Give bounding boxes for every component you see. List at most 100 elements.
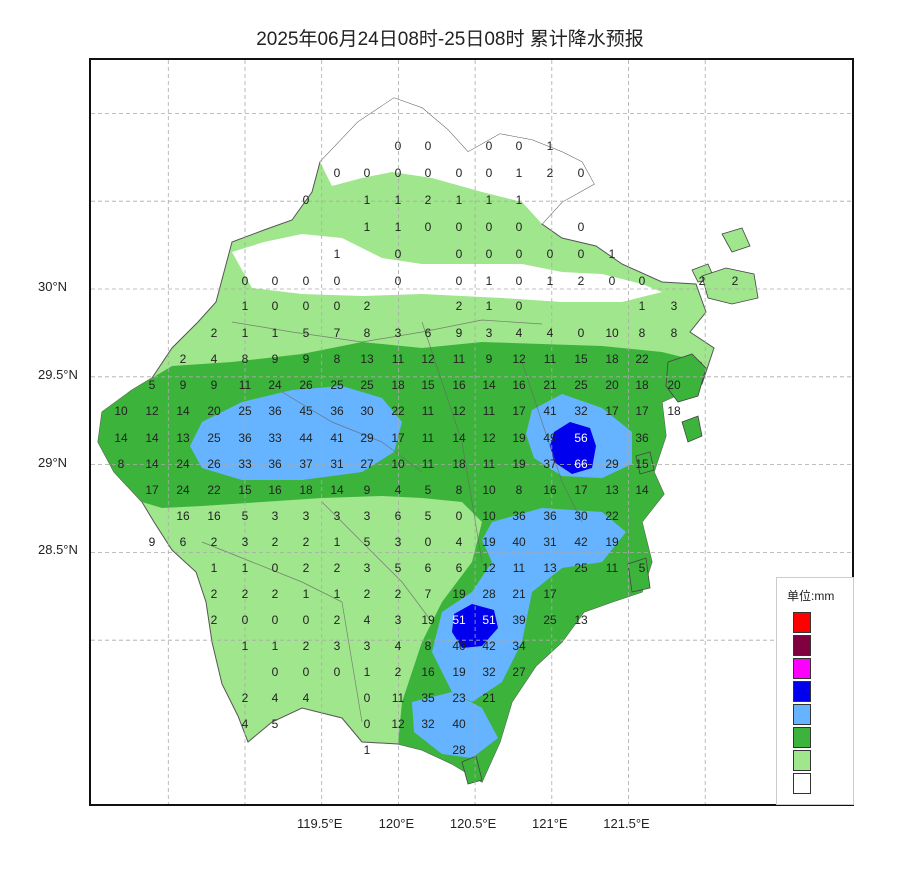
rainfall-value: 66 — [574, 457, 588, 471]
rainfall-value: 0 — [272, 561, 279, 575]
rainfall-value: 0 — [334, 299, 341, 313]
rainfall-value: 17 — [605, 404, 619, 418]
rainfall-value: 36 — [512, 509, 526, 523]
rainfall-values: 0 0 0 0 10 0 0 0 0 0 1 2 00 1 1 2 1 1 11 1 0 0 0 0 01 0 0 0 0 0 0 10 0 0 0… — [114, 139, 738, 757]
rainfall-value: 22 — [207, 483, 221, 497]
longitude-label: 121.5°E — [603, 816, 650, 831]
rainfall-value: 8 — [639, 326, 646, 340]
rainfall-value: 5 — [639, 561, 646, 575]
rainfall-value: 0 — [456, 247, 463, 261]
rain-25-50-area-southmost — [412, 692, 498, 758]
rainfall-value: 14 — [114, 431, 128, 445]
rainfall-value: 2 — [272, 535, 279, 549]
rainfall-value: 12 — [512, 352, 526, 366]
rainfall-value: 0 — [578, 220, 585, 234]
rainfall-value: 4 — [211, 352, 218, 366]
rainfall-value: 0 — [272, 665, 279, 679]
rainfall-value: 2 — [272, 587, 279, 601]
rainfall-value: 51 — [452, 613, 466, 627]
rainfall-value: 8 — [671, 326, 678, 340]
rainfall-value: 44 — [299, 431, 313, 445]
rainfall-value: 39 — [512, 613, 526, 627]
rainfall-value: 33 — [268, 431, 282, 445]
rainfall-value: 33 — [238, 457, 252, 471]
rainfall-value: 36 — [268, 404, 282, 418]
rainfall-value: 16 — [452, 378, 466, 392]
rainfall-value: 14 — [452, 431, 466, 445]
rainfall-value: 1 — [486, 299, 493, 313]
rainfall-value: 51 — [482, 613, 496, 627]
rainfall-value: 0 — [334, 665, 341, 679]
rainfall-value: 7 — [334, 326, 341, 340]
rainfall-value: 1 — [242, 561, 249, 575]
rainfall-value: 0 — [486, 220, 493, 234]
rainfall-value: 56 — [574, 431, 588, 445]
rain-50-100-core-east — [550, 422, 596, 474]
rainfall-value: 0 — [334, 274, 341, 288]
rainfall-value: 4 — [395, 483, 402, 497]
legend-swatch — [793, 612, 811, 633]
rainfall-value: 13 — [360, 352, 374, 366]
rainfall-value: 4 — [272, 691, 279, 705]
rainfall-value: 16 — [421, 665, 435, 679]
rainfall-value: 4 — [516, 326, 523, 340]
rainfall-value: 0 — [639, 274, 646, 288]
rainfall-value: 3 — [334, 509, 341, 523]
rainfall-value: 41 — [330, 431, 344, 445]
rainfall-value: 10 — [391, 457, 405, 471]
rainfall-value: 2 — [364, 299, 371, 313]
rainfall-value: 4 — [242, 717, 249, 731]
rainfall-value: 1 — [456, 193, 463, 207]
rainfall-value: 9 — [180, 378, 187, 392]
rainfall-value: 30 — [360, 404, 374, 418]
rainfall-value: 15 — [574, 352, 588, 366]
rainfall-value: 15 — [238, 483, 252, 497]
rainfall-value: 10 — [605, 326, 619, 340]
rainfall-value: 1 — [272, 326, 279, 340]
rainfall-value: 19 — [512, 457, 526, 471]
rainfall-value: 0 — [578, 326, 585, 340]
rainfall-value: 0 — [272, 274, 279, 288]
rainfall-value: 20 — [207, 404, 221, 418]
rainfall-value: 0 — [272, 299, 279, 313]
rainfall-value: 2 — [334, 613, 341, 627]
rainfall-value: 11 — [606, 561, 619, 575]
rainfall-value: 19 — [605, 535, 619, 549]
rainfall-value: 21 — [482, 691, 496, 705]
rainfall-value: 0 — [242, 274, 249, 288]
rainfall-value: 32 — [482, 665, 496, 679]
rainfall-value: 1 — [364, 193, 371, 207]
rainfall-value: 17 — [145, 483, 159, 497]
rainfall-value: 24 — [176, 483, 190, 497]
rainfall-value: 25 — [574, 378, 588, 392]
rainfall-value: 0 — [395, 274, 402, 288]
rainfall-value: 8 — [456, 483, 463, 497]
rainfall-value: 26 — [299, 378, 313, 392]
rainfall-value: 12 — [145, 404, 159, 418]
rainfall-value: 8 — [364, 326, 371, 340]
rainfall-value: 0 — [364, 691, 371, 705]
rainfall-value: 40 — [452, 639, 466, 653]
rainfall-value: 27 — [360, 457, 374, 471]
rainfall-value: 6 — [425, 326, 432, 340]
rainfall-value: 16 — [176, 509, 190, 523]
rainfall-value: 45 — [299, 404, 313, 418]
rainfall-value: 3 — [334, 639, 341, 653]
rainfall-value: 0 — [547, 247, 554, 261]
rainfall-value: 1 — [334, 587, 341, 601]
rainfall-value: 22 — [391, 404, 405, 418]
rainfall-value: 5 — [395, 561, 402, 575]
rainfall-value: 11 — [422, 457, 435, 471]
rainfall-value: 3 — [486, 326, 493, 340]
coastal-islands — [461, 227, 759, 785]
rainfall-value: 2 — [211, 326, 218, 340]
rainfall-value: 13 — [605, 483, 619, 497]
rainfall-value: 18 — [635, 378, 649, 392]
longitude-label: 121°E — [532, 816, 568, 831]
rainfall-value: 1 — [395, 220, 402, 234]
map-title: 2025年06月24日08时-25日08时 累计降水预报 — [256, 29, 644, 50]
rainfall-value: 10 — [482, 509, 496, 523]
precipitation-map: 0 0 0 0 10 0 0 0 0 0 1 2 00 1 1 2 1 1 11 1 0 0 0 0 01 0 0 0 0 0 0 10 0 0 0… — [91, 60, 852, 804]
rainfall-value: 22 — [605, 509, 619, 523]
